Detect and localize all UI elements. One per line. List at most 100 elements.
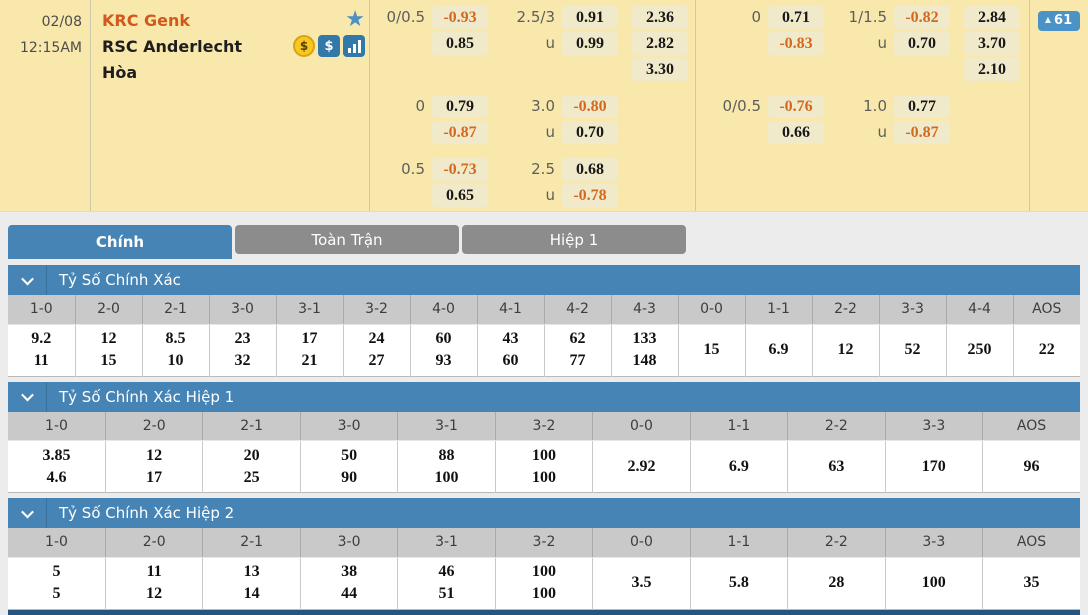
- score-odds-cell[interactable]: 8.5 10: [142, 324, 210, 376]
- score-odds-value: 15: [100, 352, 117, 369]
- handicap-odds-chip[interactable]: 0.85: [432, 32, 488, 55]
- over-odds-chip[interactable]: 0.77: [894, 95, 950, 118]
- score-odds-cell[interactable]: 28: [787, 557, 886, 609]
- handicap-odds-chip[interactable]: 0.66: [768, 121, 824, 144]
- score-odds-value: 12: [146, 446, 163, 464]
- score-col-header: 3-2: [495, 528, 594, 558]
- score-col-header: 2-0: [105, 528, 204, 558]
- score-odds-cell[interactable]: 35: [983, 557, 1080, 609]
- score-odds-value: 148: [632, 352, 657, 369]
- score-odds-cell[interactable]: 23 32: [209, 324, 277, 376]
- onextwo-odds-chip[interactable]: 2.36: [632, 6, 688, 29]
- score-odds-cell[interactable]: 88 100: [397, 440, 496, 493]
- score-odds-value: 60: [435, 330, 452, 347]
- score-col-header: 2-0: [105, 411, 204, 441]
- chevron-down-icon[interactable]: [8, 265, 47, 295]
- score-odds-cell[interactable]: 3.85 4.6: [8, 440, 106, 493]
- score-col-header: 3-3: [879, 295, 947, 325]
- score-odds-cell[interactable]: 2.92: [592, 440, 691, 493]
- onextwo-odds-chip[interactable]: 2.10: [964, 58, 1020, 81]
- stats-bars-icon[interactable]: [343, 35, 365, 57]
- score-odds-cell[interactable]: 12: [812, 324, 880, 376]
- over-odds-chip[interactable]: 0.68: [562, 158, 618, 181]
- under-odds-chip[interactable]: 0.99: [562, 32, 618, 55]
- score-odds-cell[interactable]: 133 148: [611, 324, 679, 376]
- overunder-line-label: 2.5: [531, 160, 555, 178]
- score-odds-cell[interactable]: 96: [983, 441, 1080, 493]
- score-odds-cell[interactable]: 170: [885, 440, 984, 493]
- score-odds-value: 88: [438, 446, 455, 464]
- score-odds-cell[interactable]: 100: [885, 557, 984, 609]
- score-odds-cell[interactable]: 22: [1013, 324, 1080, 376]
- score-odds-cell[interactable]: 9.2 11: [8, 324, 76, 376]
- score-odds-cell[interactable]: 38 44: [300, 557, 399, 609]
- overunder-line-label: 2.5/3: [516, 8, 555, 26]
- score-odds-cell[interactable]: 3.5: [592, 557, 691, 609]
- score-odds-cell[interactable]: 100 100: [495, 440, 594, 493]
- section-header[interactable]: Tỷ Số Chính Xác Hiệp 1: [8, 381, 1080, 412]
- score-odds-cell[interactable]: 60 93: [410, 324, 478, 376]
- score-odds-cell[interactable]: 20 25: [202, 440, 301, 493]
- score-odds-cell[interactable]: 52: [879, 324, 947, 376]
- handicap-line-label: 0/0.5: [722, 97, 761, 115]
- score-odds-cell[interactable]: 11 12: [105, 557, 204, 609]
- score-odds-cell[interactable]: 43 60: [477, 324, 545, 376]
- onextwo-odds-chip[interactable]: 3.30: [632, 58, 688, 81]
- dollar-icon[interactable]: $: [318, 35, 340, 57]
- score-odds-cell[interactable]: 63: [787, 440, 886, 493]
- over-odds-chip[interactable]: 0.91: [562, 6, 618, 29]
- score-odds-cell[interactable]: 15: [678, 324, 746, 376]
- chevron-down-icon[interactable]: [8, 381, 47, 412]
- under-odds-chip[interactable]: -0.87: [894, 121, 950, 144]
- score-odds-cell[interactable]: 17 21: [276, 324, 344, 376]
- handicap-odds-chip[interactable]: 0.79: [432, 95, 488, 118]
- over-odds-chip[interactable]: -0.80: [562, 95, 618, 118]
- handicap-odds-chip[interactable]: -0.83: [768, 32, 824, 55]
- next-section-bar: [8, 609, 1080, 615]
- handicap-odds-chip[interactable]: 0.71: [768, 6, 824, 29]
- score-odds-value: 10: [167, 352, 184, 369]
- score-odds-value: 2.92: [627, 457, 656, 475]
- tab-toan-tran[interactable]: Toàn Trận: [235, 225, 459, 254]
- score-odds-cell[interactable]: 6.9: [690, 440, 789, 493]
- onextwo-odds-chip[interactable]: 2.82: [632, 32, 688, 55]
- score-odds-cell[interactable]: 100 100: [495, 557, 594, 609]
- score-odds-value: 12: [146, 585, 163, 602]
- more-bets-badge[interactable]: ▲ 61: [1037, 10, 1081, 31]
- score-odds-cell[interactable]: 12 17: [105, 440, 204, 493]
- score-col-header: 2-1: [142, 295, 210, 325]
- handicap-odds-chip[interactable]: -0.76: [768, 95, 824, 118]
- score-col-header: 3-2: [343, 295, 411, 325]
- score-odds-cell[interactable]: 250: [946, 324, 1014, 376]
- score-odds-cell[interactable]: 13 14: [202, 557, 301, 609]
- handicap-odds-chip[interactable]: -0.73: [432, 158, 488, 181]
- section-header[interactable]: Tỷ Số Chính Xác Hiệp 2: [8, 498, 1080, 528]
- over-odds-chip[interactable]: -0.82: [894, 6, 950, 29]
- tab-hiep-1[interactable]: Hiệp 1: [462, 225, 686, 254]
- score-odds-value: 17: [301, 330, 318, 347]
- score-odds-cell[interactable]: 5.8: [690, 557, 789, 609]
- score-odds-cell[interactable]: 46 51: [397, 557, 496, 609]
- handicap-odds-chip[interactable]: -0.87: [432, 121, 488, 144]
- handicap-odds-chip[interactable]: -0.93: [432, 6, 488, 29]
- chevron-down-icon[interactable]: [8, 498, 47, 528]
- score-odds-cell[interactable]: 6.9: [745, 324, 813, 376]
- tab-chinh[interactable]: Chính: [8, 225, 232, 259]
- favorite-star-icon[interactable]: ★: [345, 7, 365, 32]
- money-exchange-icon[interactable]: $: [293, 35, 315, 57]
- section-header[interactable]: Tỷ Số Chính Xác: [8, 265, 1080, 295]
- score-odds-cell[interactable]: 62 77: [544, 324, 612, 376]
- score-odds-value: 96: [1023, 457, 1040, 475]
- under-odds-chip[interactable]: 0.70: [894, 32, 950, 55]
- score-odds-value: 170: [921, 457, 946, 475]
- onextwo-odds-chip[interactable]: 2.84: [964, 6, 1020, 29]
- under-odds-chip[interactable]: 0.70: [562, 121, 618, 144]
- score-odds-cell[interactable]: 50 90: [300, 440, 399, 493]
- score-odds-cell[interactable]: 24 27: [343, 324, 411, 376]
- onextwo-odds-chip[interactable]: 3.70: [964, 32, 1020, 55]
- score-odds-cell[interactable]: 12 15: [75, 324, 143, 376]
- score-odds-value: 4.6: [46, 468, 67, 486]
- under-odds-chip[interactable]: -0.78: [562, 184, 618, 207]
- handicap-odds-chip[interactable]: 0.65: [432, 184, 488, 207]
